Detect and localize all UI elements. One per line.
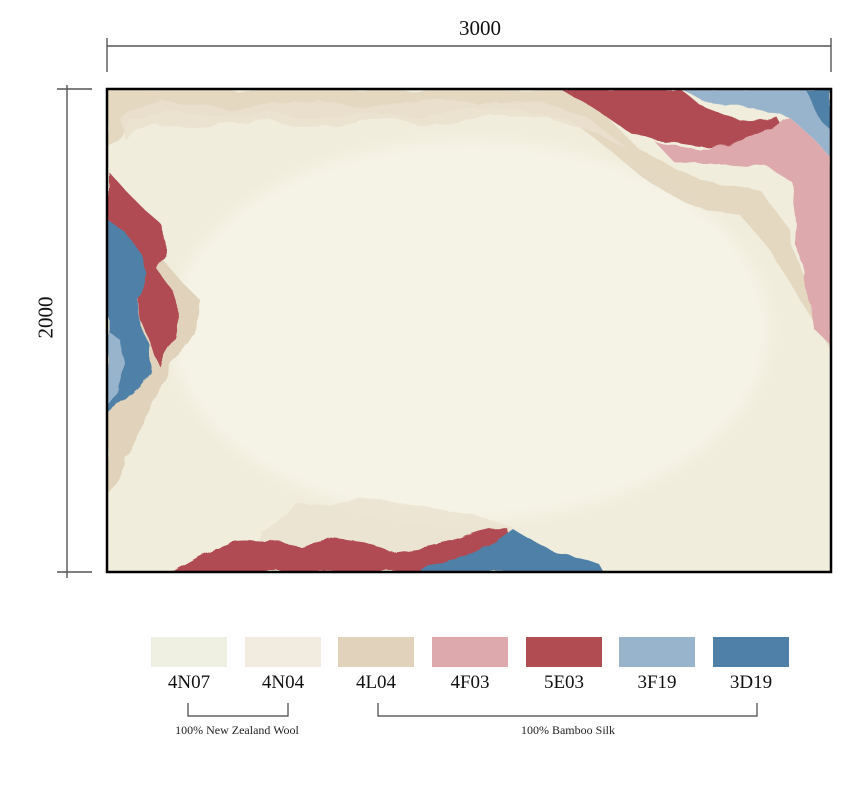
wool-material-label: 100% New Zealand Wool [175, 723, 299, 737]
silk-material-label: 100% Bamboo Silk [520, 723, 615, 737]
silk-bracket [377, 703, 758, 717]
swatch-4n04 [245, 637, 321, 667]
swatch-code: 3D19 [729, 672, 773, 693]
light-blue-shape-left [107, 330, 125, 405]
width-label: 3000 [459, 16, 501, 40]
swatch-5e03 [526, 637, 602, 667]
swatch-code: 3F19 [637, 672, 677, 693]
swatch-code: 4N07 [167, 672, 211, 693]
width-dimension-line [106, 38, 832, 72]
red-shape-bottom [170, 526, 510, 572]
swatch-code: 4F03 [450, 672, 490, 693]
swatch-3d19 [713, 637, 789, 667]
swatch-code: 5E03 [543, 672, 585, 693]
dark-blue-shape-top-right [805, 89, 831, 130]
rug-artwork [107, 89, 831, 572]
rug-border [105, 87, 833, 574]
height-label: 2000 [33, 296, 58, 339]
swatch-4f03 [432, 637, 508, 667]
dark-blue-shape-bottom [410, 528, 604, 572]
swatch-code: 4L04 [355, 672, 397, 693]
swatch-3f19 [619, 637, 695, 667]
pink-shape-right [655, 118, 831, 345]
red-shape-top-right [560, 89, 782, 148]
swatch-code: 4N04 [261, 672, 305, 693]
height-dimension-line [57, 85, 92, 578]
beige-band-top-light [120, 98, 630, 150]
swatch-4l04 [338, 637, 414, 667]
light-blue-shape-top-right [680, 89, 831, 158]
wool-bracket [187, 703, 289, 717]
swatch-4n07 [151, 637, 227, 667]
